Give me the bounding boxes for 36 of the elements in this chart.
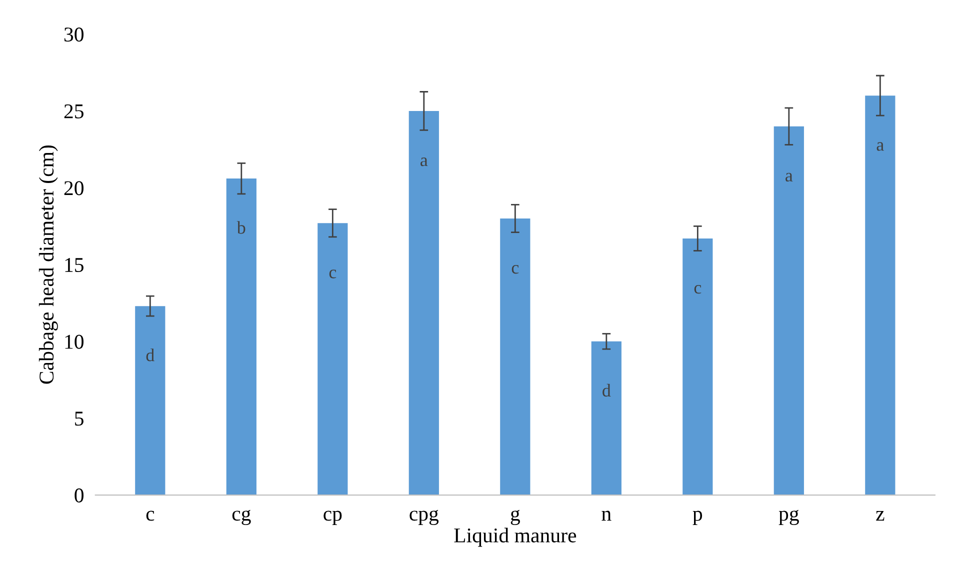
x-tick-label: c <box>146 510 154 521</box>
y-tick-label: 25 <box>64 104 84 118</box>
annotation: c <box>512 265 519 274</box>
annotation: a <box>420 158 428 166</box>
x-tick-label: n <box>602 510 612 521</box>
annotation: d <box>602 384 611 397</box>
annotation: a <box>876 142 884 151</box>
y-tick-label: 10 <box>65 334 84 349</box>
y-tick-label: 5 <box>75 412 84 426</box>
x-axis-title: Liquid manure <box>454 528 576 547</box>
bar <box>591 341 622 496</box>
annotation: b <box>236 221 246 234</box>
x-tick-label: z <box>876 511 884 521</box>
annotation: c <box>694 285 702 294</box>
annotation: d <box>146 348 154 362</box>
x-tick-label: cpg <box>410 510 439 526</box>
bar <box>682 238 713 496</box>
annotation: a <box>786 172 793 182</box>
bar <box>500 218 530 496</box>
x-tick-label: p <box>692 510 702 526</box>
bar <box>226 178 256 496</box>
annotation: c <box>329 270 336 278</box>
y-tick-label: 20 <box>64 181 84 196</box>
y-tick-label: 15 <box>65 258 84 272</box>
bar <box>135 306 166 496</box>
y-tick-label: 0 <box>74 488 84 502</box>
x-tick-label: cp <box>324 510 342 526</box>
y-axis-title: Cabbage head diameter (cm) <box>38 145 58 384</box>
y-tick-label: 30 <box>64 28 84 42</box>
bar <box>408 110 439 496</box>
bar <box>318 223 348 496</box>
bar <box>774 126 804 496</box>
bar <box>865 96 896 496</box>
x-tick-label: cg <box>232 510 251 526</box>
x-tick-label: g <box>510 510 520 526</box>
x-tick-label: pg <box>778 510 799 526</box>
